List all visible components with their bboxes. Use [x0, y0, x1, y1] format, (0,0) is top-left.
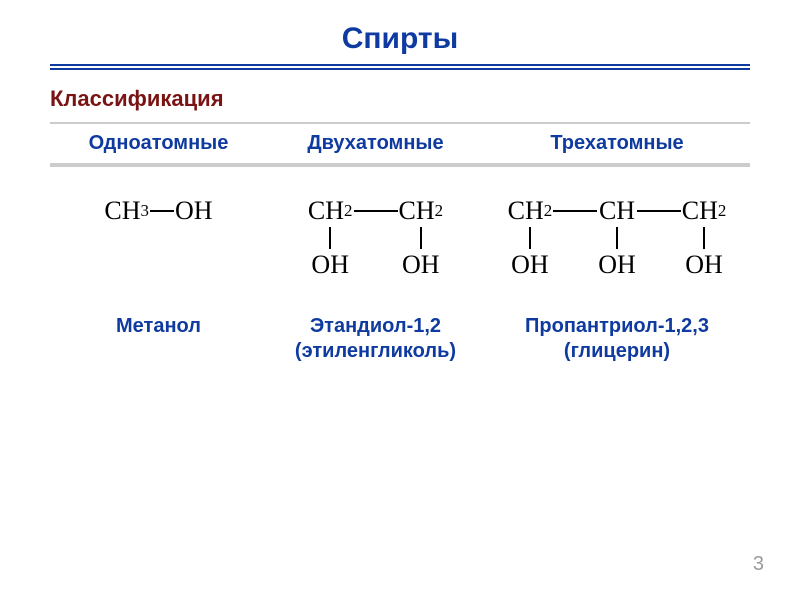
propanetriol-oh1: OH — [510, 251, 550, 279]
propanetriol-c3: CH2 — [681, 197, 728, 225]
bond — [329, 227, 331, 249]
bond — [703, 227, 705, 249]
label-methanol: Метанол — [50, 314, 267, 364]
col-header-mono: Одноатомные — [50, 132, 267, 155]
ethanediol-oh2: OH — [401, 251, 441, 279]
propanetriol-oh3: OH — [684, 251, 724, 279]
bond — [150, 210, 174, 212]
ethanediol-oh1: OH — [310, 251, 350, 279]
label-ethanediol: Этандиол-1,2 (этиленгликоль) — [267, 314, 484, 364]
methanol-oh: OH — [174, 197, 214, 225]
methanol-ch3: CH3 — [103, 197, 150, 225]
title-rule — [50, 64, 750, 70]
page-number: 3 — [753, 553, 764, 576]
table-header-row: Одноатомные Двухатомные Трехатомные — [50, 124, 750, 165]
propanetriol-oh2: OH — [597, 251, 637, 279]
propanetriol-c2: CH — [598, 197, 636, 225]
bond — [637, 210, 681, 212]
col-header-di: Двухатомные — [267, 132, 484, 155]
bond — [553, 210, 597, 212]
ethanediol-c1: CH2 — [307, 197, 354, 225]
bond — [354, 210, 398, 212]
col-header-tri: Трехатомные — [484, 132, 750, 155]
bond — [616, 227, 618, 249]
structure-methanol: CH3 OH — [50, 197, 267, 225]
labels-row: Метанол Этандиол-1,2 (этиленгликоль) Про… — [50, 314, 750, 364]
structure-propanetriol: CH2 OH CH OH CH2 OH — [484, 197, 750, 279]
ethanediol-c2: CH2 — [398, 197, 445, 225]
bond — [420, 227, 422, 249]
classification-table: Одноатомные Двухатомные Трехатомные — [50, 122, 750, 167]
subtitle: Классификация — [50, 86, 800, 112]
structures-row: CH3 OH CH2 OH CH2 OH CH2 OH — [50, 197, 750, 279]
label-propanetriol: Пропантриол-1,2,3 (глицерин) — [484, 314, 750, 364]
page-title: Спирты — [0, 0, 800, 64]
bond — [529, 227, 531, 249]
structure-ethanediol: CH2 OH CH2 OH — [267, 197, 484, 279]
propanetriol-c1: CH2 — [507, 197, 554, 225]
